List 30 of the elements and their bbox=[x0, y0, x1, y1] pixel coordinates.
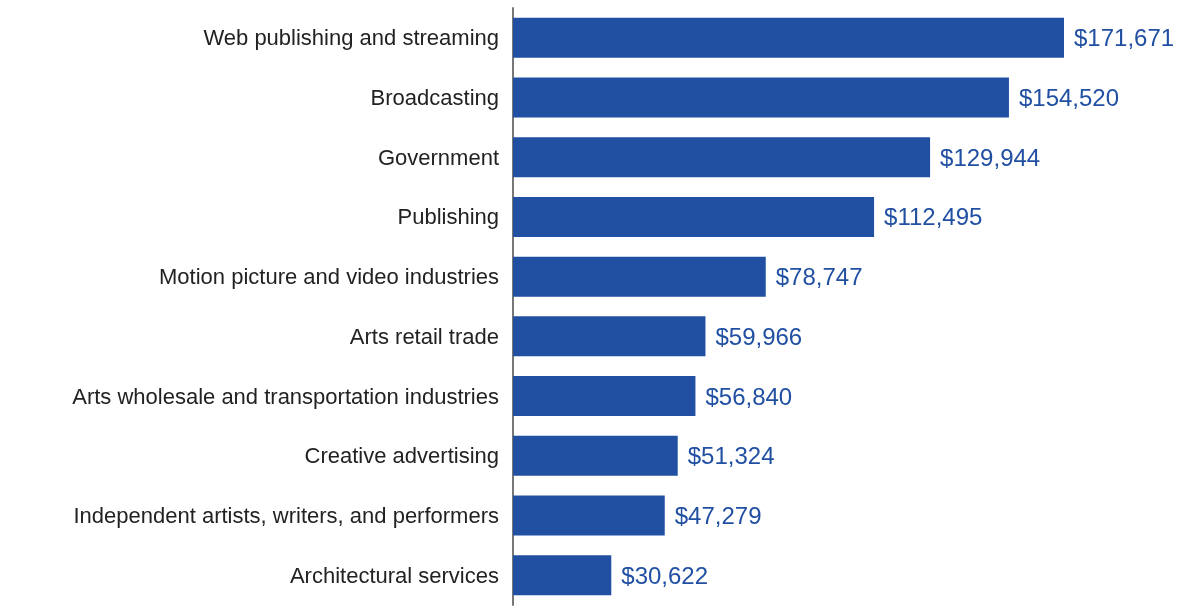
data-label: $171,671 bbox=[1074, 24, 1175, 52]
y-tick-label: Publishing bbox=[397, 204, 499, 230]
y-tick-label: Government bbox=[377, 144, 499, 170]
y-tick-label: Creative advertising bbox=[304, 443, 499, 469]
data-label: $30,622 bbox=[621, 561, 709, 589]
data-label: $59,966 bbox=[715, 322, 803, 350]
data-label: $112,495 bbox=[884, 203, 983, 231]
y-tick-label: Motion picture and video industries bbox=[159, 264, 499, 290]
y-tick-label: Arts wholesale and transportation industries bbox=[72, 383, 499, 409]
y-tick-label: Architectural services bbox=[289, 562, 499, 588]
data-label: $51,324 bbox=[687, 442, 775, 470]
bar bbox=[513, 376, 696, 417]
bar bbox=[513, 435, 678, 476]
bar bbox=[513, 77, 1009, 118]
data-label: $129,944 bbox=[940, 143, 1041, 171]
data-label: $78,747 bbox=[775, 263, 863, 291]
bar bbox=[513, 137, 931, 178]
y-tick-label: Independent artists, writers, and performers bbox=[73, 502, 499, 528]
y-tick-label: Arts retail trade bbox=[349, 323, 499, 349]
bar bbox=[513, 316, 706, 357]
data-label: $154,520 bbox=[1018, 84, 1120, 112]
bar bbox=[513, 17, 1064, 58]
data-label: $56,840 bbox=[705, 382, 793, 410]
bar bbox=[513, 256, 766, 297]
bar bbox=[513, 495, 665, 536]
bar bbox=[513, 555, 612, 596]
y-tick-label: Broadcasting bbox=[370, 85, 499, 111]
y-tick-label: Web publishing and streaming bbox=[203, 25, 499, 51]
bar bbox=[513, 196, 875, 237]
data-label: $47,279 bbox=[674, 501, 762, 529]
